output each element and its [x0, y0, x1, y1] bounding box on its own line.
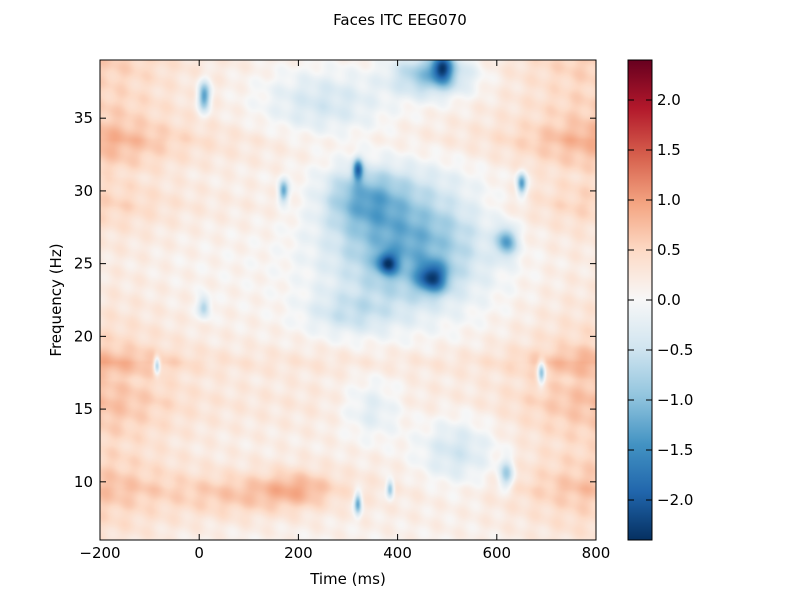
y-tick-label: 10 — [74, 473, 93, 491]
y-tick-label: 15 — [74, 400, 93, 418]
colorbar-ticks: 2.0 1.5 1.0 0.5 0.0 −0.5 −1.0 −1.5 −2.0 — [628, 91, 693, 509]
y-tick-label: 20 — [74, 327, 93, 345]
x-tick-label: 800 — [582, 544, 611, 562]
x-tick-label: 600 — [482, 544, 511, 562]
colorbar-tick-label: −0.5 — [657, 341, 693, 359]
y-tick-label: 30 — [74, 182, 93, 200]
x-tick-label: 0 — [194, 544, 204, 562]
x-tick-label: 200 — [284, 544, 313, 562]
heatmap-image — [100, 60, 596, 540]
colorbar-tick-label: −1.0 — [657, 391, 693, 409]
colorbar-tick-label: 0.5 — [657, 241, 681, 259]
colorbar-tick-label: 2.0 — [657, 91, 681, 109]
colorbar-tick-label: −1.5 — [657, 441, 693, 459]
chart-title: Faces ITC EEG070 — [333, 11, 467, 29]
colorbar-tick-label: −2.0 — [657, 491, 693, 509]
x-axis-label: Time (ms) — [309, 570, 386, 588]
colorbar-tick-label: 1.0 — [657, 191, 681, 209]
colorbar-tick-label: 0.0 — [657, 291, 681, 309]
colorbar-tick-label: 1.5 — [657, 141, 681, 159]
y-axis-ticks: 10 15 20 25 30 35 — [74, 109, 596, 491]
y-tick-label: 25 — [74, 255, 93, 273]
plot-frame — [99, 59, 597, 541]
x-tick-label: 400 — [383, 544, 412, 562]
x-tick-label: −200 — [79, 544, 120, 562]
y-tick-label: 35 — [74, 109, 93, 127]
x-axis-ticks: −200 0 200 400 600 800 — [79, 60, 610, 562]
y-axis-label: Frequency (Hz) — [47, 243, 65, 356]
